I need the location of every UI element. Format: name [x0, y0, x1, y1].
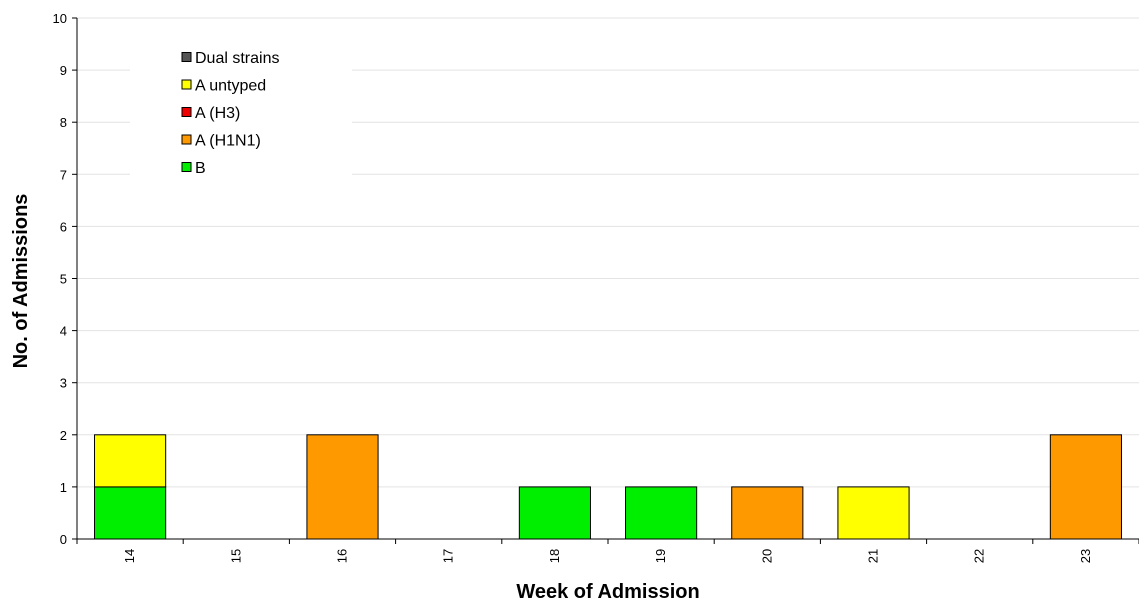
- legend-label-dual-strains: Dual strains: [195, 50, 279, 67]
- legend-label-a-h3-: A (H3): [195, 105, 240, 122]
- y-tick-label-9: 9: [60, 63, 67, 78]
- y-tick-label-1: 1: [60, 480, 67, 495]
- x-tick-labels: 14 15 16 17 18 19 20 21 22 23: [122, 549, 1093, 563]
- x-tick-label-16: 16: [335, 549, 350, 563]
- bar-week-18-b: [518, 486, 591, 540]
- y-tick-label-5: 5: [60, 272, 67, 287]
- axes: [72, 17, 1139, 544]
- y-tick-label-6: 6: [60, 219, 67, 234]
- bar-week-21-a-untyped: [837, 486, 910, 540]
- y-tick-label-10: 10: [53, 11, 67, 26]
- y-tick-label-8: 8: [60, 115, 67, 130]
- x-tick-label-23: 23: [1078, 549, 1093, 563]
- x-tick-label-22: 22: [972, 549, 987, 563]
- y-tick-label-2: 2: [60, 428, 67, 443]
- legend-label-a-h1n1-: A (H1N1): [195, 133, 261, 150]
- bar-week-14-a-untyped: [94, 434, 167, 488]
- x-tick-label-19: 19: [653, 549, 668, 563]
- bars: [94, 434, 1122, 540]
- y-tick-label-0: 0: [60, 532, 67, 547]
- legend-swatch-a-h3-: [181, 107, 192, 117]
- bar-week-20-a-h1n1-: [731, 486, 804, 540]
- legend-swatch-a-untyped: [181, 79, 192, 90]
- legend-swatch-a-h1n1-: [181, 134, 192, 145]
- bar-week-19-b: [625, 486, 698, 540]
- y-axis-title: No. of Admissions: [10, 194, 32, 369]
- legend-background: [130, 42, 352, 182]
- y-tick-label-3: 3: [60, 376, 67, 391]
- bar-week-23-a-h1n1-: [1049, 434, 1122, 540]
- x-tick-label-18: 18: [547, 549, 562, 563]
- x-tick-label-15: 15: [228, 549, 243, 563]
- legend-swatch-b: [181, 162, 192, 172]
- y-tick-label-4: 4: [60, 324, 67, 339]
- bar-week-16-a-h1n1-: [306, 434, 379, 540]
- legend-label-a-untyped: A untyped: [195, 78, 266, 95]
- x-tick-label-21: 21: [866, 549, 881, 563]
- x-tick-label-20: 20: [759, 549, 774, 563]
- x-tick-label-14: 14: [122, 549, 137, 563]
- x-tick-label-17: 17: [441, 549, 456, 563]
- y-tick-labels: 0 1 2 3 4 5 6 7 8 9 10: [53, 11, 67, 547]
- legend: Dual strains A untyped A (H3) A (H1N1) B: [181, 50, 279, 177]
- bar-week-14-b: [94, 486, 167, 540]
- x-axis-title: Week of Admission: [516, 581, 699, 600]
- y-tick-label-7: 7: [60, 167, 67, 182]
- legend-swatch-dual-strains: [181, 52, 192, 62]
- legend-label-b: B: [195, 160, 206, 177]
